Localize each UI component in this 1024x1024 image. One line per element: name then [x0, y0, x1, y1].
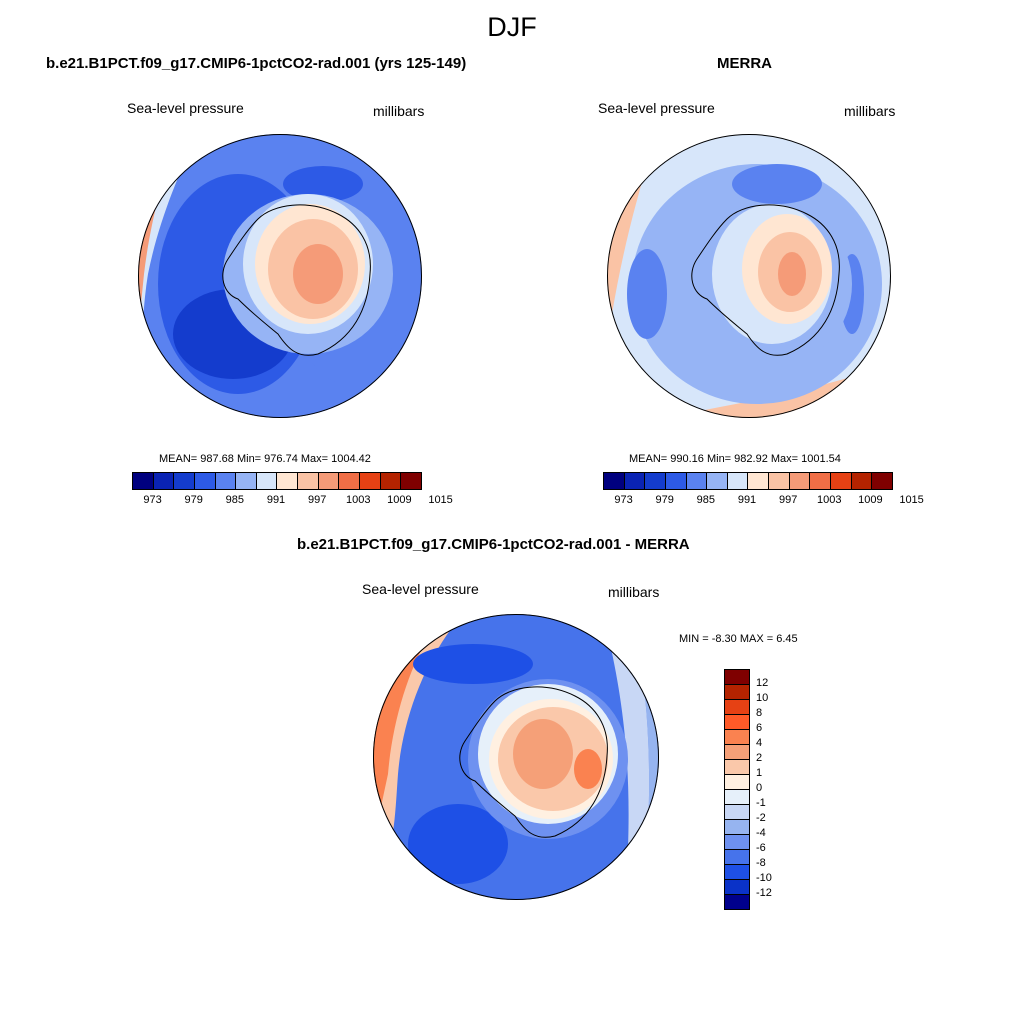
diff-colorbar-swatch [725, 820, 749, 835]
diff-colorbar-swatch [725, 730, 749, 745]
model-polar-map [138, 134, 422, 418]
obs-colorbar [603, 472, 893, 490]
model-colorbar-tick-label: 973 [143, 494, 162, 506]
model-colorbar [132, 472, 422, 490]
model-colorbar-tick-label: 1003 [346, 494, 371, 506]
diff-colorbar-swatch [725, 760, 749, 775]
model-colorbar-swatch [215, 473, 237, 489]
obs-colorbar-swatch [624, 473, 646, 489]
diff-colorbar-tick-label: 6 [756, 722, 763, 734]
obs-colorbar-swatch [727, 473, 749, 489]
figure-title: DJF [487, 12, 537, 42]
model-colorbar-swatch [318, 473, 340, 489]
obs-colorbar-tick-label: 973 [614, 494, 633, 506]
diff-variable-label: Sea-level pressure [362, 581, 479, 597]
obs-colorbar-tick-label: 991 [737, 494, 757, 506]
diff-colorbar-swatch [725, 850, 749, 865]
model-colorbar-tick-label: 979 [184, 494, 203, 506]
model-colorbar-tick-label: 1009 [387, 494, 412, 506]
model-colorbar-swatch [380, 473, 402, 489]
diff-colorbar-swatch [725, 745, 749, 760]
diff-colorbar-swatch [725, 715, 749, 730]
model-panel-heading: b.e21.B1PCT.f09_g17.CMIP6-1pctCO2-rad.00… [46, 55, 467, 72]
obs-colorbar-tick-label: 997 [778, 494, 798, 506]
model-colorbar-swatch [339, 473, 361, 489]
obs-colorbar-swatch [789, 473, 811, 489]
model-colorbar-tick-label: 1015 [428, 494, 453, 506]
obs-variable-label: Sea-level pressure [598, 100, 715, 116]
obs-colorbar-tick-label: 1015 [899, 494, 924, 506]
diff-colorbar-swatch [725, 895, 749, 909]
model-colorbar-swatch [236, 473, 257, 489]
model-colorbar-swatch [256, 473, 278, 489]
diff-colorbar-swatch [725, 700, 749, 715]
obs-colorbar-tick-label: 1003 [817, 494, 842, 506]
obs-colorbar-tick-label: 979 [655, 494, 674, 506]
diff-colorbar-ticks: 12 10 8 6 4 2 1 0 -1 -2 -4 -6 -8 -10 -12 [756, 669, 796, 911]
obs-stats: MEAN= 990.16 Min= 982.92 Max= 1001.54 [629, 453, 841, 465]
diff-panel-heading: b.e21.B1PCT.f09_g17.CMIP6-1pctCO2-rad.00… [297, 536, 690, 553]
model-units-label: millibars [373, 103, 425, 119]
model-colorbar-swatch [174, 473, 195, 489]
obs-colorbar-swatch [748, 473, 770, 489]
diff-colorbar-tick-label: -6 [756, 842, 766, 854]
obs-colorbar-tick-label: 1009 [858, 494, 883, 506]
obs-colorbar-tick-label: 985 [696, 494, 716, 506]
model-colorbar-tick-label: 997 [307, 494, 327, 506]
obs-colorbar-swatch [604, 473, 625, 489]
obs-colorbar-swatch [686, 473, 708, 489]
diff-colorbar-tick-label: 8 [756, 707, 763, 719]
diff-colorbar-swatch [725, 670, 749, 685]
diff-colorbar-swatch [725, 775, 749, 790]
obs-colorbar-swatch [810, 473, 832, 489]
diff-colorbar-tick-label: -4 [756, 827, 766, 839]
diff-polar-map [373, 614, 659, 900]
diff-colorbar-swatch [725, 865, 749, 880]
diff-colorbar-tick-label: 2 [756, 752, 763, 764]
diff-colorbar [724, 669, 750, 910]
diff-colorbar-tick-label: -8 [756, 857, 766, 869]
obs-colorbar-swatch [645, 473, 666, 489]
model-variable-label: Sea-level pressure [127, 100, 244, 116]
diff-colorbar-tick-label: -12 [756, 887, 772, 899]
diff-colorbar-swatch [725, 835, 749, 850]
obs-polar-map [607, 134, 891, 418]
obs-colorbar-swatch [872, 473, 892, 489]
diff-colorbar-tick-label: 1 [756, 767, 763, 779]
model-colorbar-swatch [277, 473, 299, 489]
model-colorbar-swatch [133, 473, 154, 489]
model-stats: MEAN= 987.68 Min= 976.74 Max= 1004.42 [159, 453, 371, 465]
model-colorbar-swatch [298, 473, 319, 489]
model-colorbar-swatch [153, 473, 175, 489]
obs-colorbar-swatch [831, 473, 852, 489]
model-colorbar-tick-label: 985 [225, 494, 245, 506]
model-colorbar-swatch [401, 473, 421, 489]
obs-colorbar-swatch [665, 473, 687, 489]
obs-units-label: millibars [844, 103, 896, 119]
diff-colorbar-tick-label: -1 [756, 797, 766, 809]
model-colorbar-ticks: 973 979 985 991 997 1003 1009 1015 [132, 494, 452, 508]
obs-colorbar-swatch [707, 473, 728, 489]
diff-colorbar-swatch [725, 790, 749, 805]
diff-colorbar-swatch [725, 805, 749, 820]
model-colorbar-swatch [360, 473, 381, 489]
obs-colorbar-swatch [851, 473, 873, 489]
diff-colorbar-tick-label: 12 [756, 677, 769, 689]
diff-colorbar-swatch [725, 685, 749, 700]
diff-colorbar-tick-label: -2 [756, 812, 766, 824]
model-colorbar-swatch [194, 473, 216, 489]
diff-units-label: millibars [608, 584, 660, 600]
model-colorbar-tick-label: 991 [266, 494, 286, 506]
diff-colorbar-swatch [725, 880, 749, 895]
diff-colorbar-tick-label: 0 [756, 782, 763, 794]
diff-colorbar-tick-label: -10 [756, 872, 772, 884]
obs-colorbar-ticks: 973 979 985 991 997 1003 1009 1015 [603, 494, 923, 508]
obs-panel-heading: MERRA [717, 55, 772, 72]
diff-colorbar-tick-label: 4 [756, 737, 763, 749]
diff-colorbar-tick-label: 10 [756, 692, 769, 704]
obs-colorbar-swatch [769, 473, 790, 489]
diff-stats: MIN = -8.30 MAX = 6.45 [679, 633, 798, 645]
